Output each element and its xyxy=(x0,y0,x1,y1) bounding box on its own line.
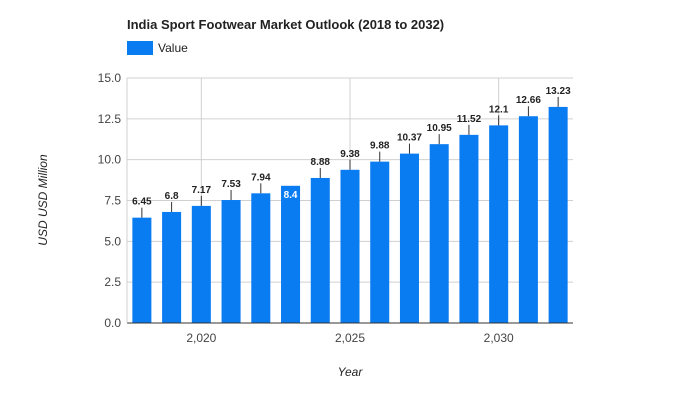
data-label: 6.45 xyxy=(132,197,152,208)
data-label: 12.66 xyxy=(516,95,541,106)
bar xyxy=(251,193,271,323)
data-label: 10.95 xyxy=(427,123,452,134)
bar xyxy=(399,153,419,323)
bar xyxy=(340,169,360,323)
data-label: 9.88 xyxy=(370,141,390,152)
data-label: 8.4 xyxy=(284,190,298,201)
bar xyxy=(281,185,301,323)
y-tick-label: 10.0 xyxy=(98,153,122,167)
data-label: 7.94 xyxy=(251,172,271,183)
y-tick-label: 12.5 xyxy=(98,112,122,126)
bar xyxy=(132,217,152,323)
x-tick-label: 2,020 xyxy=(186,331,216,345)
y-tick-label: 7.5 xyxy=(104,194,121,208)
data-label: 8.88 xyxy=(311,157,331,168)
y-tick-label: 15.0 xyxy=(98,71,122,85)
data-label: 7.53 xyxy=(221,179,241,190)
legend: Value xyxy=(127,41,188,55)
data-label: 7.17 xyxy=(192,185,212,196)
bar xyxy=(459,134,479,323)
bar xyxy=(310,177,330,323)
y-tick-label: 5.0 xyxy=(104,234,121,248)
data-label: 11.52 xyxy=(457,114,482,125)
y-tick-label: 2.5 xyxy=(104,275,121,289)
chart-title: India Sport Footwear Market Outlook (201… xyxy=(127,17,444,32)
data-label: 10.37 xyxy=(397,133,422,144)
bar xyxy=(548,106,568,323)
bar xyxy=(191,205,211,323)
bar xyxy=(518,116,538,323)
data-label: 12.1 xyxy=(489,104,509,115)
axes: 0.0 2.5 5.0 7.5 10.0 12.5 15.0 2,020 2,025 2,030 xyxy=(98,71,573,345)
legend-label: Value xyxy=(158,41,188,55)
data-labels: 6.45 6.8 7.17 7.53 7.94 8.4 8.88 9.38 9.88 10.37 1… xyxy=(132,86,571,218)
y-tick-label: 0.0 xyxy=(104,316,121,330)
x-tick-label: 2,030 xyxy=(484,331,514,345)
bar xyxy=(221,200,241,323)
bar xyxy=(370,161,390,323)
bars xyxy=(132,106,568,323)
data-label: 9.38 xyxy=(340,149,360,160)
bar xyxy=(429,144,449,323)
x-axis-title: Year xyxy=(338,365,364,379)
bar xyxy=(162,211,182,323)
y-axis-title: USD USD Million xyxy=(36,154,50,246)
data-label: 13.23 xyxy=(546,86,571,97)
legend-swatch xyxy=(127,41,153,55)
x-tick-label: 2,025 xyxy=(335,331,365,345)
bar xyxy=(489,125,509,323)
data-label: 6.8 xyxy=(165,191,179,202)
